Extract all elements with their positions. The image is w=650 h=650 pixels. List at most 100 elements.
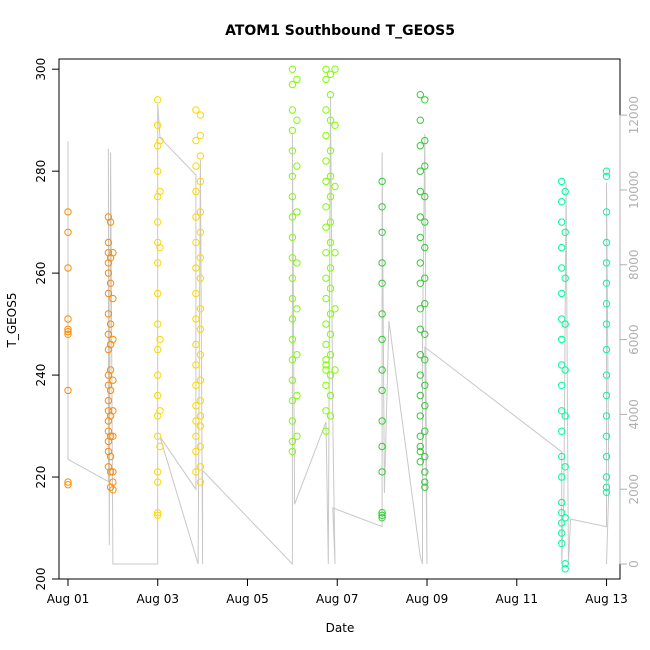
data-point bbox=[602, 488, 611, 496]
y2-tick-label: 2000 bbox=[627, 474, 641, 505]
altitude-line-layer bbox=[67, 96, 610, 566]
data-point bbox=[154, 468, 162, 476]
data-point bbox=[196, 442, 205, 451]
data-point bbox=[416, 142, 424, 150]
data-point bbox=[602, 432, 611, 440]
data-point bbox=[326, 116, 335, 124]
data-point bbox=[378, 511, 386, 519]
data-point bbox=[196, 463, 205, 471]
data-point bbox=[288, 447, 297, 456]
data-point bbox=[106, 279, 115, 287]
data-point bbox=[326, 264, 335, 272]
data-point bbox=[322, 427, 330, 435]
data-point bbox=[288, 396, 297, 405]
data-point bbox=[106, 468, 115, 476]
data-point bbox=[421, 274, 429, 282]
data-point bbox=[322, 381, 330, 389]
y-tick-label: 300 bbox=[34, 58, 48, 81]
y2-tick-label: 4000 bbox=[627, 399, 641, 430]
data-point bbox=[558, 335, 566, 344]
data-point bbox=[378, 386, 386, 395]
data-point bbox=[331, 65, 339, 73]
data-point bbox=[104, 238, 113, 247]
data-point bbox=[64, 325, 72, 333]
data-point bbox=[196, 152, 205, 160]
data-point bbox=[602, 483, 611, 491]
data-point bbox=[378, 310, 386, 318]
data-point bbox=[156, 442, 164, 451]
data-point bbox=[602, 371, 611, 379]
data-point bbox=[156, 187, 164, 196]
data-point bbox=[196, 305, 205, 313]
data-point bbox=[288, 172, 297, 181]
data-point bbox=[378, 335, 386, 344]
data-point bbox=[326, 70, 335, 79]
data-point bbox=[602, 345, 611, 354]
data-point bbox=[378, 228, 386, 237]
data-point bbox=[106, 432, 115, 440]
data-point bbox=[421, 427, 429, 435]
data-point bbox=[288, 417, 297, 425]
data-point bbox=[421, 452, 429, 461]
data-point bbox=[378, 279, 386, 287]
data-point bbox=[331, 182, 339, 191]
data-point bbox=[602, 167, 611, 175]
data-point bbox=[561, 514, 569, 522]
y2-tick-label: 12000 bbox=[627, 96, 641, 134]
data-point bbox=[109, 376, 117, 384]
data-point bbox=[322, 340, 330, 349]
data-point bbox=[293, 116, 301, 124]
data-point bbox=[558, 407, 566, 415]
series-0 bbox=[64, 208, 117, 494]
data-point bbox=[192, 264, 200, 272]
data-point bbox=[293, 259, 301, 267]
data-point bbox=[558, 509, 566, 517]
altitude-line bbox=[67, 96, 610, 566]
data-point bbox=[154, 509, 162, 517]
data-point bbox=[288, 233, 297, 242]
data-point bbox=[326, 284, 335, 293]
data-point bbox=[293, 432, 301, 440]
series-1 bbox=[154, 96, 205, 519]
data-point bbox=[561, 560, 569, 568]
data-point bbox=[154, 218, 162, 226]
y-axis-label: T_GEOS5 bbox=[5, 293, 19, 349]
data-point bbox=[293, 351, 301, 359]
data-point bbox=[558, 289, 566, 298]
data-point bbox=[416, 91, 424, 99]
data-point bbox=[331, 366, 339, 374]
x-tick-label: Aug 11 bbox=[496, 592, 539, 606]
data-point bbox=[322, 320, 330, 328]
data-point bbox=[322, 65, 330, 73]
y2-tick-label: 0 bbox=[627, 560, 641, 568]
data-point bbox=[288, 335, 297, 344]
data-point bbox=[106, 218, 115, 226]
data-point bbox=[293, 208, 301, 216]
x-tick-label: Aug 05 bbox=[226, 592, 269, 606]
data-point bbox=[288, 65, 297, 73]
data-point bbox=[421, 468, 429, 476]
data-point bbox=[558, 177, 566, 186]
data-point bbox=[558, 529, 566, 537]
data-point bbox=[416, 279, 424, 287]
data-point bbox=[561, 228, 569, 237]
data-point bbox=[104, 269, 113, 277]
data-point bbox=[326, 391, 335, 400]
data-point bbox=[421, 356, 429, 364]
data-point bbox=[602, 238, 611, 247]
data-point bbox=[416, 432, 424, 440]
data-point bbox=[416, 259, 424, 267]
data-point bbox=[326, 238, 335, 247]
series-3 bbox=[378, 91, 429, 522]
data-point bbox=[322, 177, 330, 186]
data-point bbox=[293, 75, 301, 84]
x-tick-label: Aug 07 bbox=[316, 592, 359, 606]
data-point bbox=[378, 203, 386, 211]
data-point bbox=[378, 417, 386, 425]
data-point bbox=[64, 328, 72, 336]
data-point bbox=[109, 335, 117, 344]
data-point bbox=[558, 198, 566, 206]
data-point bbox=[288, 437, 297, 446]
data-point bbox=[104, 289, 113, 298]
